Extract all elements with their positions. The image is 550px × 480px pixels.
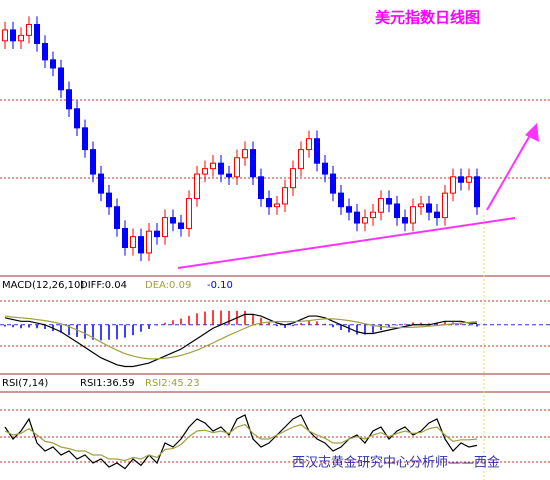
chart-title: 美元指数日线图 <box>375 9 480 27</box>
footer: 西汉志黄金研究中心分析师——西金 <box>292 455 500 471</box>
trend-line <box>177 217 516 269</box>
legend-entry: -0.10 <box>207 280 233 291</box>
candle-body <box>162 217 168 238</box>
arrow-head <box>525 123 539 142</box>
candle-body <box>26 23 32 36</box>
legend-entry: DIFF:0.04 <box>80 280 127 291</box>
candle-body <box>18 34 24 42</box>
candle-body <box>314 138 320 164</box>
candle-body <box>138 236 144 254</box>
candle-body <box>434 211 440 219</box>
candle-body <box>346 206 352 213</box>
candle-body <box>66 89 72 110</box>
candle-body <box>122 227 128 249</box>
candle-body <box>42 43 48 61</box>
candle-body <box>394 203 400 219</box>
candle-body <box>178 222 184 229</box>
candle-body <box>458 176 464 183</box>
candle-body <box>258 176 264 200</box>
candle-body <box>90 149 96 175</box>
arrow-shaft <box>486 129 534 211</box>
candle-body <box>338 192 344 208</box>
legend-entry: RSI1:36.59 <box>80 378 135 389</box>
candle-body <box>114 206 120 229</box>
candle-body <box>154 230 160 238</box>
candle-body <box>2 29 8 42</box>
candle-body <box>194 173 200 200</box>
candle-body <box>274 203 280 208</box>
candle-body <box>330 173 336 194</box>
candle-body <box>378 198 384 213</box>
candle-body <box>306 138 312 151</box>
candle-body <box>282 187 288 205</box>
candle-body <box>10 29 16 42</box>
candle-body <box>82 127 88 151</box>
candle-body <box>218 162 224 175</box>
candle-body <box>170 217 176 224</box>
candle-body <box>106 192 112 208</box>
candle-body <box>202 168 208 175</box>
candle-body <box>290 168 296 189</box>
legend-entry: RSI2:45.23 <box>145 378 200 389</box>
series-line <box>4 315 478 360</box>
candle-body <box>402 217 408 224</box>
candle-body <box>98 173 104 194</box>
candle-body <box>58 67 64 91</box>
candle-body <box>210 162 216 170</box>
plot-area <box>0 16 550 470</box>
panel-title: MACD(12,26,10) <box>2 280 84 291</box>
candle-body <box>226 173 232 178</box>
panel-title: RSI(7,14) <box>2 378 48 389</box>
candle-body <box>354 211 360 224</box>
candle-body <box>442 192 448 219</box>
candle-body <box>74 108 80 129</box>
candle-body <box>450 176 456 194</box>
series-line <box>4 423 478 462</box>
candle-body <box>418 203 424 208</box>
candle-body <box>250 149 256 178</box>
candle-body <box>34 23 40 45</box>
candle-body <box>370 211 376 219</box>
candle-body <box>234 157 240 178</box>
candle-body <box>474 176 480 208</box>
legend-entry: DEA:0.09 <box>145 280 191 291</box>
candle-body <box>386 198 392 205</box>
candle-body <box>186 198 192 229</box>
candle-body <box>466 176 472 183</box>
candle-body <box>362 217 368 224</box>
candle-body <box>242 149 248 159</box>
candle-body <box>322 162 328 175</box>
candle-body <box>426 203 432 213</box>
candle-body <box>50 59 56 69</box>
candle-body <box>266 198 272 208</box>
candle-body <box>298 149 304 170</box>
candle-body <box>410 206 416 224</box>
series-line <box>4 414 478 470</box>
candle-body <box>130 236 136 249</box>
candle-body <box>146 230 152 254</box>
